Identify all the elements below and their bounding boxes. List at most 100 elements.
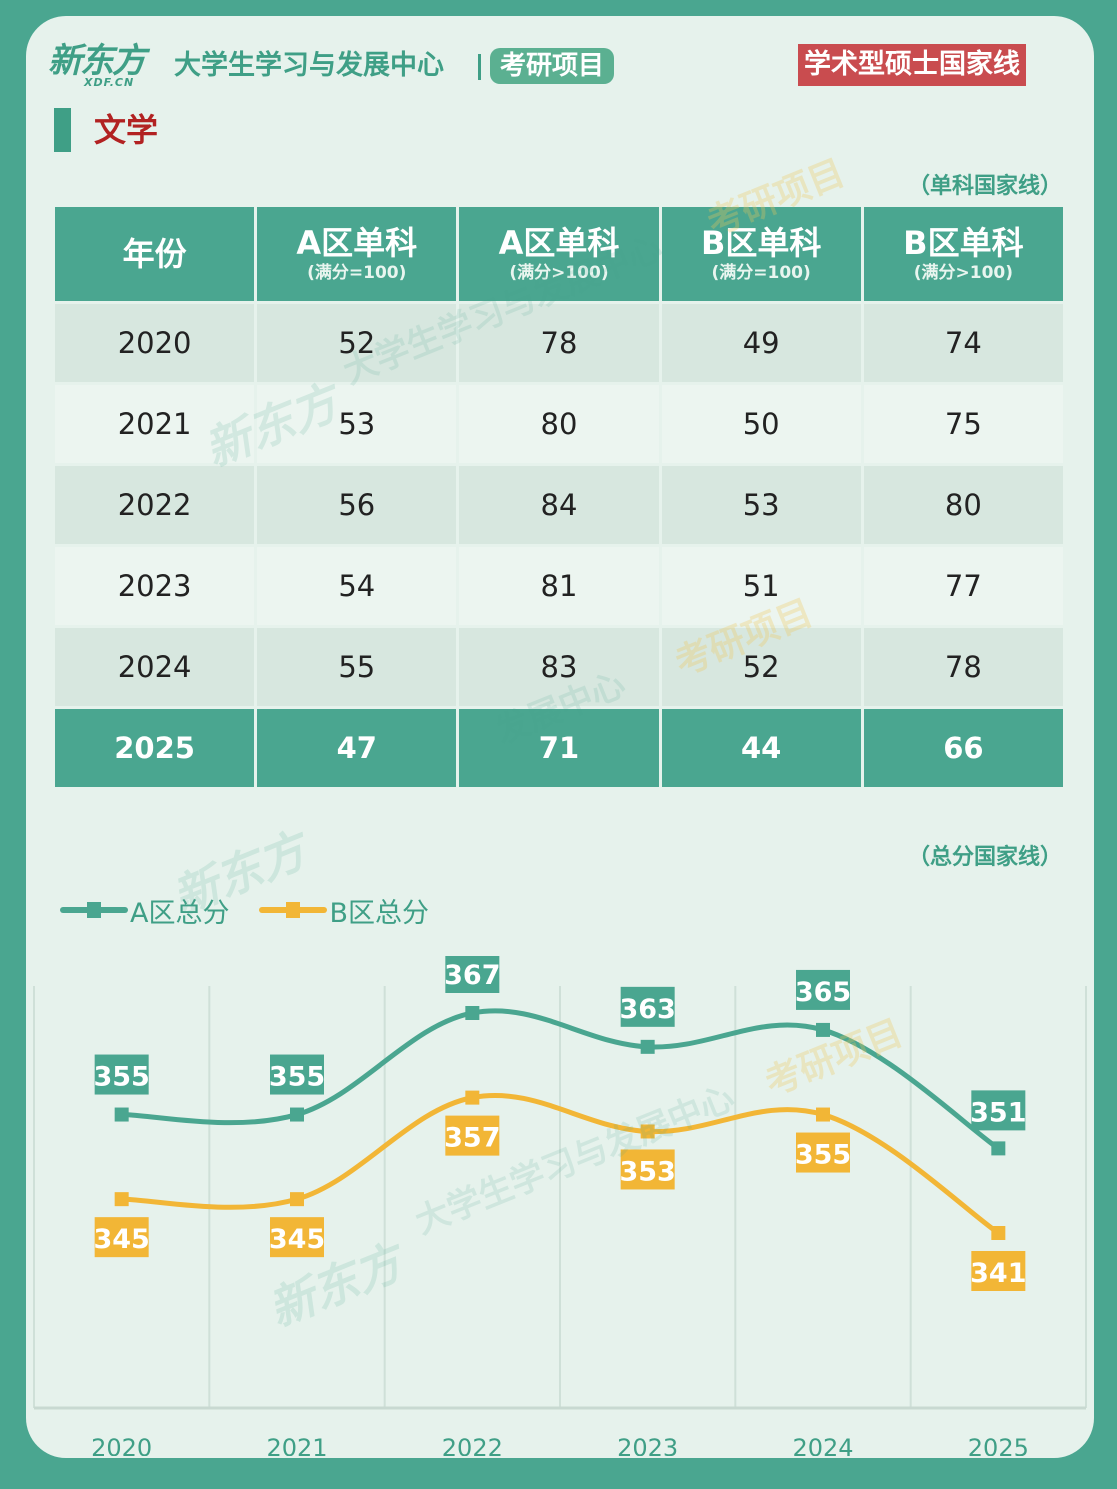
table-cell: 78	[456, 301, 662, 385]
data-label-box	[94, 1054, 149, 1095]
table-header-row: 年份 A区单科 (满分=100) A区单科 (满分>100) B区单科 (满分=…	[51, 204, 1067, 304]
data-label: 357	[444, 1123, 500, 1154]
table-cell: 54	[254, 544, 460, 628]
table-cell: 84	[456, 463, 662, 547]
table-cell: 66	[860, 706, 1067, 790]
data-point	[465, 1006, 480, 1020]
data-label-box	[94, 1217, 149, 1258]
x-tick-label: 2020	[91, 1434, 152, 1456]
data-point	[640, 1124, 655, 1139]
data-point	[114, 1192, 129, 1207]
table-cell: 51	[658, 544, 864, 628]
data-point	[465, 1090, 480, 1105]
x-tick-label: 2023	[617, 1434, 678, 1456]
header-label: B区单科	[903, 224, 1024, 262]
table-cell: 53	[254, 382, 460, 466]
data-label: 345	[93, 1224, 149, 1255]
table-row-latest: 2025 47 71 44 66	[51, 706, 1067, 790]
data-label: 363	[619, 994, 675, 1025]
header-year: 年份	[51, 204, 258, 304]
header-sublabel: (满分=100)	[307, 263, 407, 283]
header-b-single-100: B区单科 (满分=100)	[658, 204, 864, 304]
header-label: 年份	[122, 235, 187, 273]
table-cell: 77	[860, 544, 1067, 628]
data-point	[816, 1022, 830, 1037]
table-row: 2020 52 78 49 74	[51, 301, 1067, 385]
data-label-box	[620, 986, 675, 1027]
table-cell: 56	[254, 463, 460, 547]
table-cell: 52	[658, 625, 864, 709]
table-cell: 74	[860, 301, 1067, 385]
program-badge: 考研项目	[490, 48, 615, 84]
page-card: 新东方 XDF.CN 大学生学习与发展中心 考研项目 学术型硕士国家线 文学 （…	[26, 16, 1094, 1458]
table-row: 2024 55 83 52 78	[51, 625, 1067, 709]
header-sublabel: (满分>100)	[509, 263, 609, 283]
data-point	[114, 1107, 129, 1122]
table-cell: 47	[254, 706, 460, 790]
header-label: A区单科	[296, 224, 418, 262]
data-label-box	[270, 1054, 324, 1095]
x-tick-label: 2022	[442, 1434, 503, 1456]
data-label-box	[796, 969, 850, 1010]
brand-logo-domain: XDF.CN	[84, 76, 135, 89]
table-cell: 2025	[51, 706, 258, 790]
table-cell: 71	[456, 706, 662, 790]
data-label-box	[270, 1217, 324, 1258]
data-label: 355	[93, 1062, 149, 1093]
table-cell: 55	[254, 625, 460, 709]
table-cell: 53	[658, 463, 864, 547]
total-score-line-chart: 2020 2021 2022 2023 2024 2025 355 355 367 363 365 3…	[33, 956, 1087, 1456]
data-point	[991, 1141, 1006, 1156]
chart-legend: A区总分 B区总分	[60, 892, 459, 929]
x-tick-label: 2024	[792, 1434, 853, 1456]
table-cell: 75	[860, 382, 1067, 466]
table-cell: 78	[860, 625, 1067, 709]
data-label: 365	[795, 977, 851, 1008]
data-label: 353	[619, 1156, 675, 1187]
data-label: 367	[444, 960, 500, 991]
header-b-single-over-100: B区单科 (满分>100)	[860, 204, 1067, 304]
legend-marker-icon	[87, 902, 101, 918]
table-cell: 2024	[51, 625, 258, 709]
data-label-box	[796, 1132, 850, 1173]
header-label: A区单科	[498, 224, 620, 262]
table-cell: 44	[658, 706, 864, 790]
table-cell: 50	[658, 382, 864, 466]
center-name: 大学生学习与发展中心	[174, 50, 444, 81]
table-cell: 2022	[51, 463, 258, 547]
data-label: 345	[269, 1224, 325, 1255]
table-cell: 52	[254, 301, 460, 385]
data-point	[290, 1192, 304, 1207]
data-label-box	[445, 1115, 500, 1156]
table-row: 2022 56 84 53 80	[51, 463, 1067, 547]
single-line-note: （单科国家线）	[907, 174, 1062, 199]
brand-logo-name: 新东方	[48, 41, 146, 81]
header-a-single-100: A区单科 (满分=100)	[254, 204, 460, 304]
table-row: 2023 54 81 51 77	[51, 544, 1067, 628]
table-cell: 2020	[51, 301, 258, 385]
table-cell: 80	[456, 382, 662, 466]
table-cell: 81	[456, 544, 662, 628]
header-label: B区单科	[700, 224, 822, 262]
header-divider	[478, 54, 481, 80]
table-cell: 83	[456, 625, 662, 709]
line-type-badge: 学术型硕士国家线	[798, 44, 1026, 86]
data-label: 351	[970, 1097, 1026, 1128]
header-sublabel: (满分=100)	[711, 263, 811, 283]
single-subject-table: 年份 A区单科 (满分=100) A区单科 (满分>100) B区单科 (满分=…	[51, 204, 1067, 790]
data-point	[816, 1107, 830, 1122]
series-line-a	[119, 1008, 1001, 1151]
series-line-b	[119, 1092, 1001, 1236]
x-tick-label: 2025	[968, 1434, 1029, 1456]
legend-label: A区总分	[130, 897, 230, 929]
subject-marker	[54, 108, 71, 152]
table-cell: 2021	[51, 382, 258, 466]
data-label-box	[971, 1090, 1026, 1131]
table-cell: 2023	[51, 544, 258, 628]
legend-label: B区总分	[329, 897, 430, 929]
table-row: 2021 53 80 50 75	[51, 382, 1067, 466]
data-label-box	[971, 1251, 1026, 1291]
header-a-single-over-100: A区单科 (满分>100)	[456, 204, 662, 304]
table-cell: 49	[658, 301, 864, 385]
table-cell: 80	[860, 463, 1067, 547]
